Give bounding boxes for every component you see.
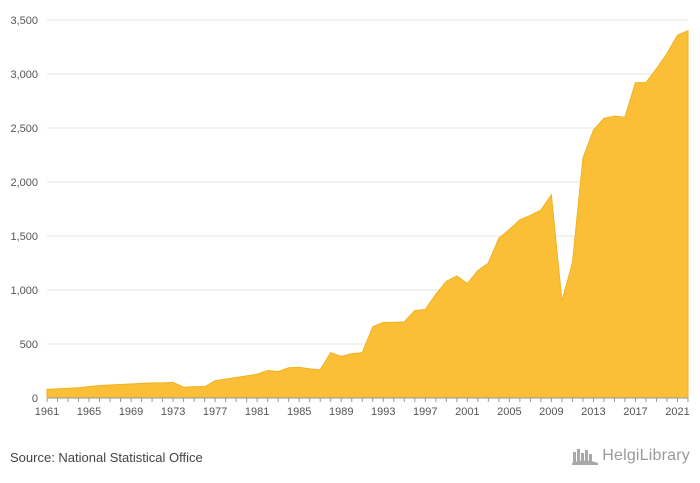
data-point[interactable]: [118, 382, 124, 388]
x-tick-label: 1973: [161, 406, 185, 418]
y-tick-label: 500: [20, 339, 38, 351]
data-point[interactable]: [632, 80, 638, 86]
data-point[interactable]: [685, 28, 691, 34]
y-tick-label: 1,000: [10, 285, 38, 297]
data-point[interactable]: [254, 371, 260, 377]
data-point[interactable]: [139, 380, 145, 386]
data-point[interactable]: [181, 384, 187, 390]
y-tick-label: 3,500: [10, 15, 38, 27]
data-point[interactable]: [580, 155, 586, 161]
data-point[interactable]: [160, 380, 166, 386]
helgilibrary-logo[interactable]: HelgiLibrary: [572, 447, 690, 465]
data-point[interactable]: [464, 281, 470, 287]
data-point[interactable]: [359, 350, 365, 356]
data-point[interactable]: [65, 385, 71, 391]
y-tick-label: 1,500: [10, 231, 38, 243]
data-point[interactable]: [538, 207, 544, 213]
data-point[interactable]: [401, 319, 407, 325]
y-tick-label: 2,000: [10, 177, 38, 189]
x-tick-label: 2017: [623, 406, 647, 418]
data-point[interactable]: [569, 260, 575, 266]
data-point[interactable]: [202, 384, 208, 390]
data-point[interactable]: [296, 364, 302, 370]
data-point[interactable]: [391, 319, 397, 325]
x-axis-labels: 1961 1965 1969 1973 1977 1981 1985 1989 1993 1997…: [35, 406, 690, 418]
data-point[interactable]: [454, 273, 460, 279]
data-point[interactable]: [643, 80, 649, 86]
data-point[interactable]: [128, 381, 134, 387]
x-tick-label: 1989: [329, 406, 353, 418]
data-point[interactable]: [664, 50, 670, 56]
data-point[interactable]: [286, 365, 292, 371]
axes: [46, 397, 689, 402]
data-point[interactable]: [328, 350, 334, 356]
data-point[interactable]: [307, 366, 313, 372]
data-point[interactable]: [191, 384, 197, 390]
x-tick-label: 1981: [245, 406, 269, 418]
data-point[interactable]: [601, 115, 607, 121]
y-tick-label: 0: [32, 393, 38, 405]
data-point[interactable]: [233, 374, 239, 380]
x-tick-label: 1985: [287, 406, 311, 418]
data-point[interactable]: [496, 235, 502, 241]
series-area: [44, 28, 691, 399]
x-tick-label: 2001: [455, 406, 479, 418]
x-tick-label: 1969: [119, 406, 143, 418]
data-point[interactable]: [265, 367, 271, 373]
data-point[interactable]: [590, 127, 596, 133]
data-point[interactable]: [422, 306, 428, 312]
data-point[interactable]: [44, 386, 50, 392]
data-point[interactable]: [548, 192, 554, 198]
logo-text: HelgiLibrary: [602, 447, 690, 464]
x-tick-label: 1965: [77, 406, 101, 418]
x-tick-label: 1961: [35, 406, 59, 418]
data-point[interactable]: [506, 227, 512, 233]
data-point[interactable]: [527, 212, 533, 218]
data-point[interactable]: [412, 308, 418, 314]
data-point[interactable]: [212, 378, 218, 384]
x-tick-label: 1977: [203, 406, 227, 418]
data-point[interactable]: [149, 380, 155, 386]
data-point[interactable]: [275, 369, 281, 375]
data-point[interactable]: [97, 383, 103, 389]
data-point[interactable]: [380, 319, 386, 325]
data-point[interactable]: [86, 384, 92, 390]
source-note: Source: National Statistical Office: [10, 450, 203, 465]
data-point[interactable]: [674, 32, 680, 38]
data-point[interactable]: [349, 351, 355, 357]
y-axis-labels: 0 500 1,000 1,500 2,000 2,500 3,000 3,500: [10, 15, 38, 405]
x-tick-label: 1993: [371, 406, 395, 418]
x-tick-label: 2021: [665, 406, 689, 418]
data-point[interactable]: [611, 113, 617, 119]
gridlines: [47, 19, 688, 345]
area-series: [46, 30, 689, 399]
x-tick-label: 1997: [413, 406, 437, 418]
x-tick-label: 2005: [497, 406, 521, 418]
data-point[interactable]: [433, 291, 439, 297]
data-point[interactable]: [338, 353, 344, 359]
data-point[interactable]: [443, 278, 449, 284]
y-tick-label: 3,000: [10, 69, 38, 81]
data-point[interactable]: [622, 114, 628, 120]
data-point[interactable]: [55, 386, 61, 392]
data-point[interactable]: [244, 373, 250, 379]
data-point[interactable]: [559, 298, 565, 304]
x-tick-label: 2009: [539, 406, 563, 418]
y-tick-label: 2,500: [10, 123, 38, 135]
data-point[interactable]: [370, 324, 376, 330]
x-tick-label: 2013: [581, 406, 605, 418]
data-point[interactable]: [223, 376, 229, 382]
data-point[interactable]: [653, 66, 659, 72]
data-point[interactable]: [485, 260, 491, 266]
library-logo-icon: [572, 449, 599, 465]
data-point[interactable]: [170, 379, 176, 385]
data-point[interactable]: [107, 382, 113, 388]
data-point[interactable]: [517, 217, 523, 223]
data-point[interactable]: [317, 367, 323, 373]
data-point[interactable]: [76, 385, 82, 391]
data-point[interactable]: [475, 268, 481, 274]
